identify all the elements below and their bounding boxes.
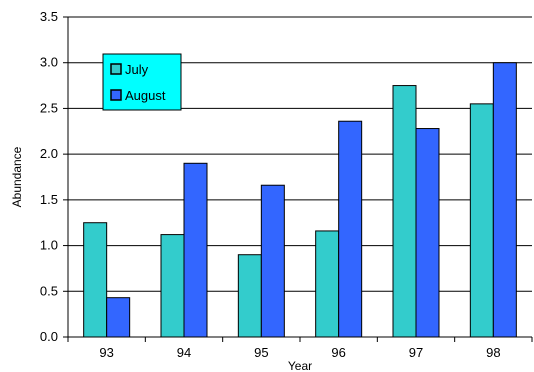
y-tick-label: 1.0 xyxy=(40,238,58,253)
x-tick-label: 93 xyxy=(99,345,113,360)
y-tick-label: 0.5 xyxy=(40,283,58,298)
y-tick-labels: 0.0 0.5 1.0 1.5 2.0 2.5 3.0 3.5 xyxy=(40,9,68,344)
legend-swatch-july xyxy=(110,63,122,75)
bar-august-95 xyxy=(260,184,285,338)
x-tick-label: 98 xyxy=(486,345,500,360)
y-tick-label: 3.5 xyxy=(40,9,58,24)
y-tick-label: 2.0 xyxy=(40,146,58,161)
bar-august-93 xyxy=(106,297,131,338)
x-tick-label: 95 xyxy=(254,345,268,360)
legend-label-august: August xyxy=(125,88,166,103)
bar-august-98 xyxy=(492,62,517,338)
legend-label-july: July xyxy=(125,62,149,77)
y-tick-label: 0.0 xyxy=(40,329,58,344)
bars xyxy=(83,62,517,338)
x-tick-label: 94 xyxy=(177,345,191,360)
bar-july-93 xyxy=(83,222,108,338)
x-tick-label: 97 xyxy=(409,345,423,360)
y-axis-title: Abundance xyxy=(10,146,24,207)
x-tick-label: 96 xyxy=(331,345,345,360)
bar-july-94 xyxy=(160,234,185,338)
x-tick-labels: 93 94 95 96 97 98 xyxy=(67,337,533,360)
bar-august-97 xyxy=(415,128,440,338)
bar-july-98 xyxy=(469,103,494,338)
bar-august-96 xyxy=(338,120,363,338)
y-tick-label: 2.5 xyxy=(40,100,58,115)
bar-july-95 xyxy=(237,254,262,338)
bar-july-97 xyxy=(392,85,417,338)
bar-august-94 xyxy=(183,162,208,338)
x-axis-title: Year xyxy=(288,359,312,372)
legend: July August xyxy=(102,53,182,111)
legend-swatch-august xyxy=(110,89,122,101)
y-tick-label: 1.5 xyxy=(40,192,58,207)
bar-july-96 xyxy=(315,230,340,338)
y-tick-label: 3.0 xyxy=(40,55,58,70)
